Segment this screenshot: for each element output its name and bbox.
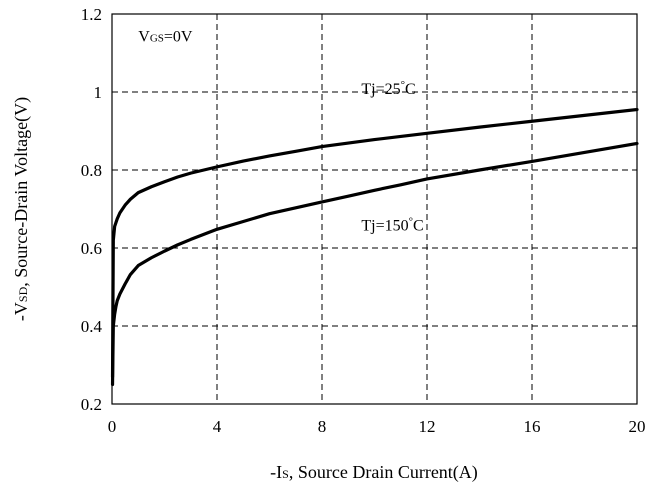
tick-labels: 0 4 8 12 16 20 0.2 0.4 0.6 0.8 1 1.2 [81,5,646,436]
y-tick-label: 0.6 [81,239,102,258]
x-tick-label: 16 [524,417,541,436]
annotation-vgs: VGS=0V [138,28,193,45]
y-tick-label: 1.2 [81,5,102,24]
y-axis-label: -VSD, Source-Drain Voltage(V) [11,97,32,321]
x-tick-label: 20 [629,417,646,436]
grid [112,14,637,404]
y-tick-label: 1 [94,83,103,102]
series-layer [110,107,639,387]
annotation-tj150: Tj=150°C [361,215,423,234]
x-axis-label: -IS, Source Drain Current(A) [270,462,478,483]
y-tick-label: 0.4 [81,317,103,336]
y-tick-label: 0.8 [81,161,102,180]
x-tick-label: 0 [108,417,117,436]
annotations: VGS=0V Tj=25°C Tj=150°C [138,28,423,234]
series-tj-25c [110,107,639,379]
x-tick-label: 4 [213,417,222,436]
annotation-tj25: Tj=25°C [361,79,415,98]
plot-frame [111,13,638,405]
y-tick-label: 0.2 [81,395,102,414]
x-tick-label: 8 [318,417,327,436]
x-tick-label: 12 [419,417,436,436]
series-tj-150c [110,141,639,387]
